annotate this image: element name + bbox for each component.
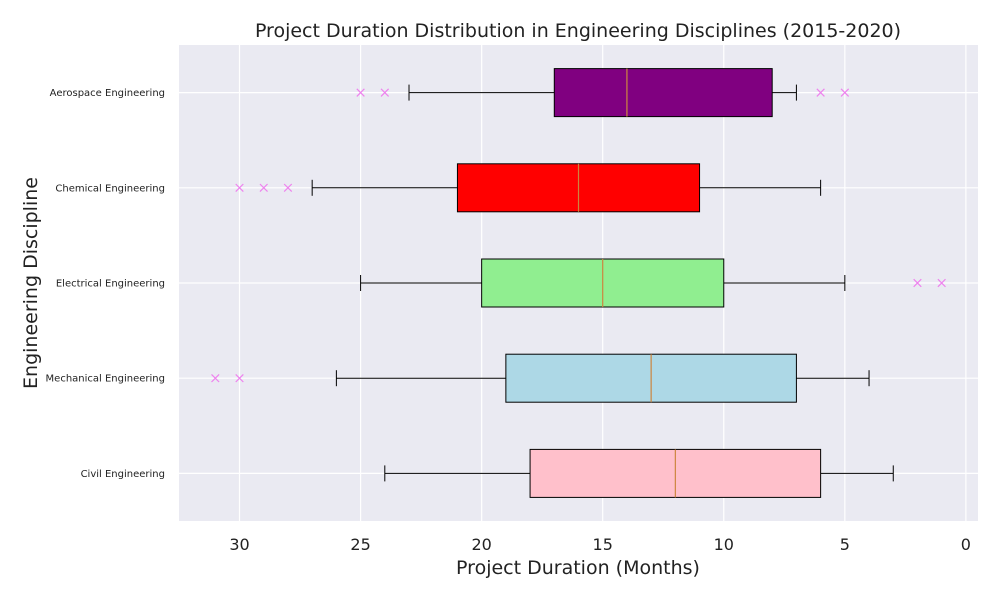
chart-title: Project Duration Distribution in Enginee…	[255, 20, 901, 42]
outlier-marker	[380, 88, 390, 97]
outlier-marker	[913, 278, 922, 288]
y-tick-labels: Civil Engineering Mechanical Engineering E…	[46, 88, 165, 480]
outlier-marker	[235, 183, 244, 193]
outlier-marker	[211, 373, 220, 383]
x-tick-label: 5	[840, 535, 850, 554]
y-tick-label: Electrical Engineering	[56, 279, 165, 290]
outlier-marker	[356, 88, 365, 97]
outlier-marker	[816, 88, 825, 97]
boxplot-group	[356, 68, 850, 118]
outlier-marker	[283, 183, 293, 193]
x-axis-label: Project Duration (Months)	[456, 557, 700, 579]
boxplot-group	[235, 163, 822, 213]
x-tick-labels: 30 25 20 15 10 5 0	[229, 535, 971, 554]
y-tick-label: Chemical Engineering	[55, 183, 165, 194]
boxplot-group	[211, 353, 870, 403]
outlier-marker	[259, 183, 268, 193]
y-tick-label: Mechanical Engineering	[46, 374, 165, 385]
boxplots	[211, 68, 946, 498]
outlier-marker	[235, 373, 244, 383]
y-axis-label: Engineering Discipline	[20, 177, 42, 389]
outlier-marker	[937, 278, 946, 288]
outlier-marker	[840, 88, 850, 97]
y-tick-label: Civil Engineering	[81, 469, 165, 480]
x-tick-label: 20	[471, 535, 491, 554]
x-tick-label: 15	[593, 535, 613, 554]
x-tick-label: 0	[961, 535, 971, 554]
y-tick-label: Aerospace Engineering	[50, 88, 165, 99]
x-tick-label: 10	[714, 535, 734, 554]
boxplot-group	[384, 448, 894, 498]
x-tick-label: 30	[229, 535, 249, 554]
box-iqr	[553, 68, 773, 118]
x-tick-label: 25	[350, 535, 370, 554]
boxplot-group	[360, 258, 946, 308]
